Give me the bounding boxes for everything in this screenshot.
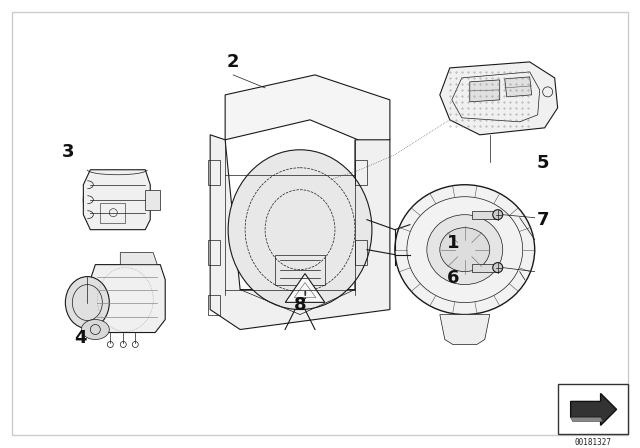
Polygon shape: [472, 263, 496, 271]
Polygon shape: [120, 253, 157, 265]
Polygon shape: [225, 75, 390, 145]
Ellipse shape: [395, 185, 534, 314]
Ellipse shape: [81, 319, 109, 340]
Polygon shape: [90, 265, 165, 332]
Polygon shape: [472, 211, 496, 219]
Polygon shape: [285, 274, 324, 302]
Ellipse shape: [228, 150, 372, 310]
Circle shape: [493, 263, 503, 272]
Circle shape: [493, 210, 503, 220]
Polygon shape: [505, 77, 532, 97]
Polygon shape: [571, 418, 603, 422]
Text: 1: 1: [447, 234, 459, 252]
Text: 6: 6: [447, 269, 459, 287]
Text: 4: 4: [74, 328, 86, 346]
Ellipse shape: [65, 276, 109, 328]
Polygon shape: [571, 393, 616, 426]
Text: 2: 2: [227, 53, 239, 71]
Bar: [557, 384, 628, 435]
Polygon shape: [210, 135, 390, 330]
Ellipse shape: [440, 228, 490, 271]
Text: 00181327: 00181327: [574, 438, 611, 447]
Polygon shape: [440, 314, 490, 345]
Text: !: !: [303, 291, 307, 301]
Ellipse shape: [427, 215, 503, 284]
Text: 3: 3: [62, 143, 75, 161]
Ellipse shape: [83, 172, 147, 228]
Text: 5: 5: [536, 154, 549, 172]
Text: 7: 7: [536, 211, 549, 228]
Text: 8: 8: [294, 296, 307, 314]
Polygon shape: [440, 62, 557, 135]
Polygon shape: [83, 170, 150, 230]
Polygon shape: [145, 190, 160, 210]
Polygon shape: [470, 80, 500, 102]
